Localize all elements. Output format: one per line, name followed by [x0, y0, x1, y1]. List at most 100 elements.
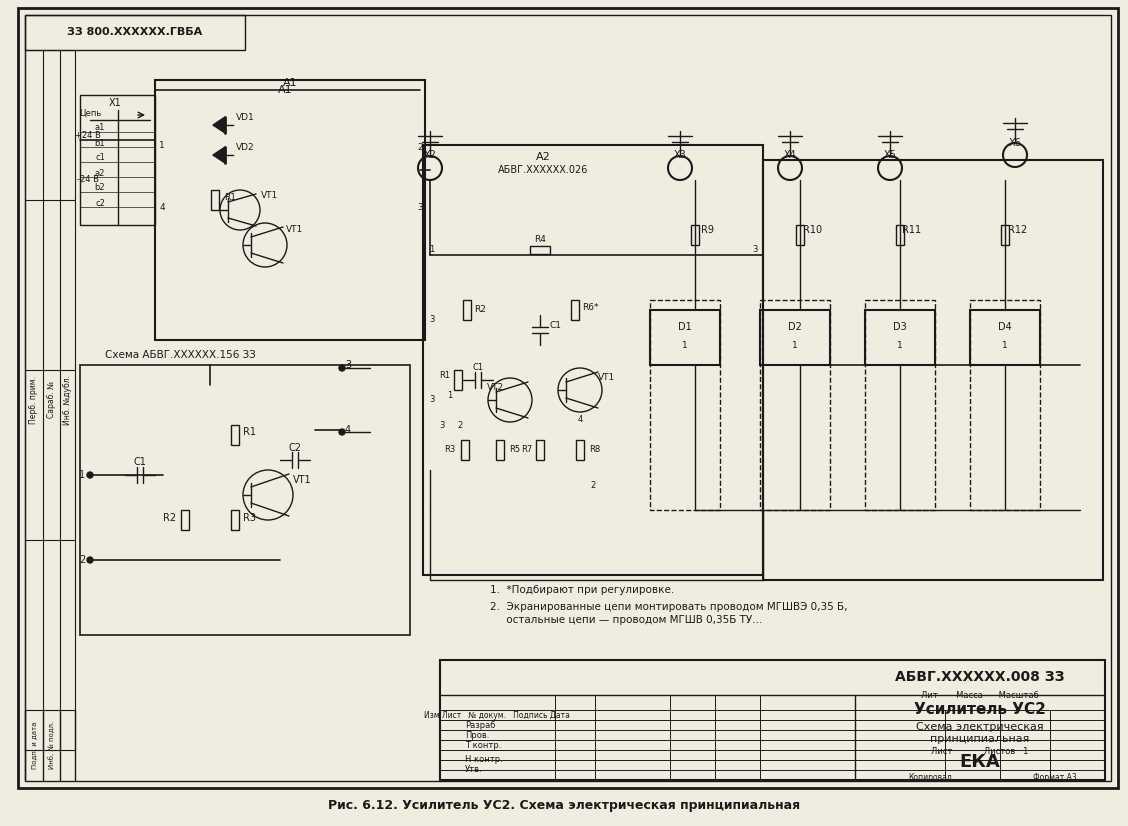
Text: 1: 1 — [792, 341, 797, 350]
Bar — [763, 160, 1103, 580]
Text: C2: C2 — [289, 443, 301, 453]
Text: R7: R7 — [521, 445, 532, 454]
Bar — [496, 440, 504, 460]
Text: X4: X4 — [784, 150, 796, 160]
Circle shape — [87, 472, 92, 478]
Text: R12: R12 — [1008, 225, 1028, 235]
Bar — [180, 510, 190, 530]
Text: VD1: VD1 — [236, 113, 255, 122]
Text: A2: A2 — [536, 152, 550, 162]
Bar — [231, 510, 239, 530]
Text: 2: 2 — [590, 481, 596, 490]
Bar — [25, 15, 245, 50]
Text: Схема АБВГ.XXXXXX.156 ЗЗ: Схема АБВГ.XXXXXX.156 ЗЗ — [105, 350, 256, 360]
Text: 3: 3 — [752, 245, 758, 254]
Text: Лит       Масса      Масштаб: Лит Масса Масштаб — [922, 691, 1039, 700]
Text: 1: 1 — [79, 470, 85, 480]
Text: Пров.: Пров. — [465, 730, 490, 739]
Text: Перб. прим.: Перб. прим. — [29, 376, 38, 424]
Circle shape — [340, 429, 345, 435]
Text: D1: D1 — [678, 322, 691, 333]
Bar — [970, 300, 1040, 510]
Text: b2: b2 — [95, 183, 105, 192]
Text: 4: 4 — [578, 415, 583, 425]
Text: Рис. 6.12. Усилитель УС2. Схема электрическая принципиальная: Рис. 6.12. Усилитель УС2. Схема электрич… — [328, 800, 800, 813]
Text: Н контр.: Н контр. — [465, 756, 503, 765]
Text: R10: R10 — [803, 225, 822, 235]
Text: c2: c2 — [95, 198, 105, 207]
Bar — [231, 425, 239, 445]
Text: АБВГ.XXXXXX.026: АБВГ.XXXXXX.026 — [497, 165, 588, 175]
Text: 3: 3 — [430, 316, 434, 325]
Text: 2: 2 — [457, 420, 462, 430]
Bar — [1001, 225, 1010, 245]
Text: 1: 1 — [448, 391, 452, 400]
Text: 3: 3 — [345, 360, 351, 370]
Text: -24 В: -24 В — [77, 175, 99, 184]
Text: X3: X3 — [673, 150, 686, 160]
Bar — [462, 300, 472, 320]
Text: 3: 3 — [430, 396, 434, 405]
Text: R1: R1 — [244, 427, 256, 437]
Text: Формат А3: Формат А3 — [1033, 773, 1077, 782]
Text: Лист            Листов   1: Лист Листов 1 — [932, 748, 1029, 757]
Text: R1: R1 — [224, 193, 236, 202]
Text: R4: R4 — [534, 235, 546, 244]
Text: Т контр.: Т контр. — [465, 740, 501, 749]
Text: R2: R2 — [164, 513, 177, 523]
Text: 1.  *Подбирают при регулировке.: 1. *Подбирают при регулировке. — [490, 585, 675, 595]
Bar — [571, 300, 579, 320]
Bar — [576, 440, 584, 460]
Bar — [80, 365, 409, 635]
Text: X2: X2 — [423, 150, 437, 160]
Text: а1: а1 — [95, 124, 105, 132]
Bar — [155, 80, 425, 340]
Text: остальные цепи — проводом МГШВ 0,35Б ТУ...: остальные цепи — проводом МГШВ 0,35Б ТУ.… — [490, 615, 763, 625]
Text: 1: 1 — [1002, 341, 1008, 350]
Text: R5: R5 — [510, 445, 520, 454]
Text: принципиальная: принципиальная — [931, 734, 1030, 744]
Text: C1: C1 — [133, 457, 147, 467]
Bar — [865, 300, 935, 510]
Bar — [453, 370, 462, 390]
Text: b1: b1 — [95, 139, 105, 148]
Text: R1: R1 — [440, 371, 450, 379]
Bar — [650, 300, 720, 510]
Bar — [865, 310, 935, 365]
Text: A1: A1 — [277, 85, 292, 95]
Text: R3: R3 — [444, 445, 456, 454]
Text: A1: A1 — [283, 78, 298, 88]
Circle shape — [87, 557, 92, 563]
Text: VT1: VT1 — [287, 225, 303, 235]
Text: D4: D4 — [998, 322, 1012, 333]
Text: Разраб: Разраб — [465, 720, 495, 729]
Bar — [796, 225, 804, 245]
Text: VD2: VD2 — [236, 144, 254, 153]
Bar — [691, 225, 699, 245]
Text: R9: R9 — [700, 225, 714, 235]
Text: а2: а2 — [95, 169, 105, 178]
Text: R11: R11 — [902, 225, 922, 235]
Text: АБВГ.XXXXXX.008 ЗЗ: АБВГ.XXXXXX.008 ЗЗ — [896, 670, 1065, 684]
Text: D3: D3 — [893, 322, 907, 333]
Text: 4: 4 — [159, 202, 165, 211]
Text: 3: 3 — [439, 420, 444, 430]
Bar — [760, 300, 830, 510]
Bar — [423, 145, 763, 575]
Text: +24 В: +24 В — [76, 131, 100, 140]
Bar — [760, 310, 830, 365]
Text: VT2: VT2 — [486, 383, 503, 392]
Text: Инб. № подл.: Инб. № подл. — [49, 721, 55, 769]
Bar — [80, 95, 155, 225]
Text: 2: 2 — [417, 143, 423, 151]
Text: R2: R2 — [474, 306, 486, 315]
Bar — [211, 190, 219, 210]
Bar — [440, 660, 1105, 780]
Text: c1: c1 — [95, 154, 105, 163]
Text: C1: C1 — [549, 320, 561, 330]
Text: Схема электрическая: Схема электрическая — [916, 722, 1043, 732]
Text: C1: C1 — [473, 363, 484, 373]
Text: 4: 4 — [345, 425, 351, 435]
Bar — [461, 440, 469, 460]
Text: Сараб. №: Сараб. № — [47, 382, 56, 419]
